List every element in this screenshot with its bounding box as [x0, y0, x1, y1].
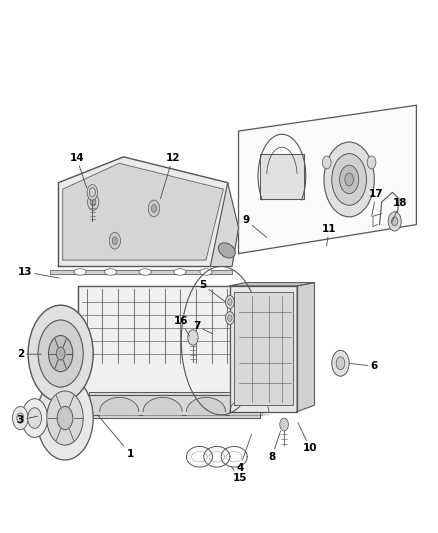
Polygon shape	[230, 282, 314, 286]
Text: 11: 11	[322, 224, 336, 246]
Circle shape	[332, 350, 349, 376]
Circle shape	[228, 315, 232, 321]
Text: 8: 8	[268, 431, 281, 462]
Circle shape	[91, 198, 96, 206]
Circle shape	[345, 173, 353, 186]
Circle shape	[87, 184, 98, 200]
Text: 9: 9	[242, 215, 267, 238]
Text: 1: 1	[98, 415, 134, 458]
Text: 17: 17	[369, 189, 383, 216]
Circle shape	[226, 295, 234, 309]
Polygon shape	[234, 292, 293, 405]
Circle shape	[47, 391, 83, 445]
Text: 4: 4	[236, 434, 251, 473]
Polygon shape	[230, 286, 297, 411]
Text: 3: 3	[17, 415, 38, 425]
Circle shape	[28, 408, 42, 429]
Polygon shape	[230, 398, 269, 415]
Circle shape	[324, 142, 374, 217]
Polygon shape	[143, 398, 182, 415]
Polygon shape	[78, 286, 260, 402]
Polygon shape	[260, 154, 304, 199]
Text: 14: 14	[69, 153, 87, 188]
Circle shape	[188, 330, 198, 345]
Circle shape	[339, 165, 359, 193]
Ellipse shape	[105, 269, 117, 275]
Polygon shape	[239, 106, 417, 254]
Text: 6: 6	[349, 361, 378, 372]
Text: 18: 18	[391, 198, 408, 223]
Circle shape	[112, 237, 117, 245]
Circle shape	[89, 188, 95, 197]
Polygon shape	[63, 163, 223, 260]
Polygon shape	[80, 395, 262, 415]
Text: 15: 15	[231, 466, 247, 483]
Ellipse shape	[200, 269, 212, 275]
Polygon shape	[297, 282, 314, 411]
Ellipse shape	[218, 243, 235, 258]
Circle shape	[21, 399, 48, 438]
Text: 2: 2	[17, 349, 41, 359]
Circle shape	[38, 320, 83, 387]
Circle shape	[109, 232, 120, 249]
Polygon shape	[210, 183, 239, 266]
Circle shape	[280, 418, 288, 431]
Circle shape	[148, 200, 159, 217]
Circle shape	[57, 407, 73, 430]
Circle shape	[17, 413, 24, 423]
Text: 13: 13	[18, 266, 60, 278]
Circle shape	[388, 212, 401, 231]
Text: 10: 10	[298, 423, 318, 454]
Circle shape	[57, 347, 65, 360]
Circle shape	[88, 193, 99, 211]
Circle shape	[49, 335, 73, 372]
Circle shape	[367, 156, 376, 169]
Circle shape	[228, 298, 232, 305]
Text: 7: 7	[193, 321, 212, 334]
Text: 5: 5	[199, 279, 226, 302]
Ellipse shape	[74, 269, 86, 275]
Circle shape	[392, 217, 398, 226]
Circle shape	[13, 407, 28, 430]
Circle shape	[226, 312, 234, 325]
Ellipse shape	[174, 269, 186, 275]
Circle shape	[332, 154, 367, 205]
Ellipse shape	[139, 269, 151, 275]
Text: 16: 16	[173, 316, 190, 336]
Text: 12: 12	[160, 153, 180, 199]
Circle shape	[37, 376, 93, 460]
Polygon shape	[100, 398, 139, 415]
Polygon shape	[59, 157, 228, 266]
Circle shape	[151, 205, 156, 212]
Circle shape	[28, 305, 93, 402]
Polygon shape	[89, 392, 260, 418]
Circle shape	[322, 156, 331, 169]
Circle shape	[336, 357, 345, 370]
Polygon shape	[187, 398, 226, 415]
Polygon shape	[50, 270, 232, 274]
